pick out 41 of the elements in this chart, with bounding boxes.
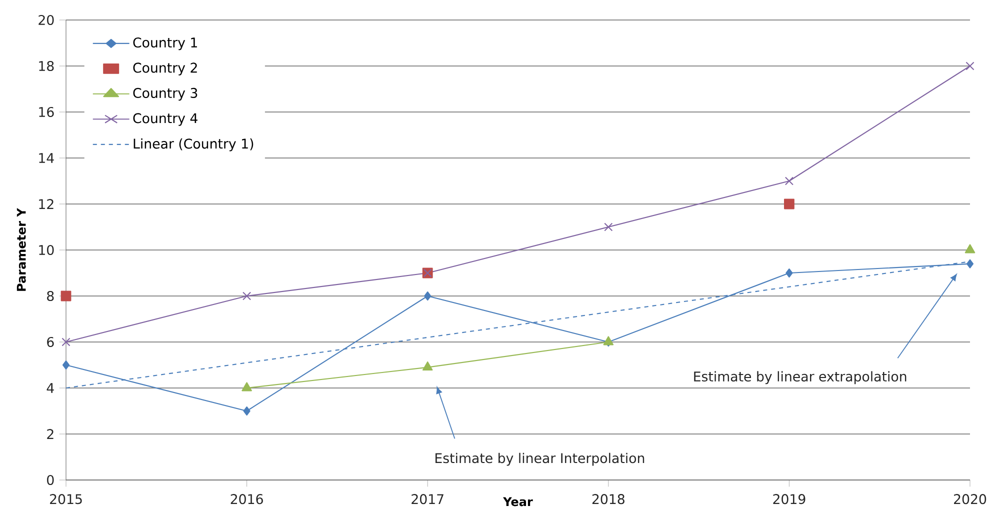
point bbox=[62, 338, 70, 346]
point bbox=[604, 222, 613, 232]
legend-label: Country 1 bbox=[133, 37, 197, 50]
legend-label: Country 2 bbox=[133, 62, 197, 76]
point bbox=[62, 360, 70, 370]
legend-label: Country 4 bbox=[133, 113, 198, 126]
y-tick-label: 4 bbox=[46, 383, 54, 393]
x-tick-label: 2015 bbox=[50, 494, 82, 504]
x-axis-title: Year bbox=[503, 497, 533, 506]
y-tick-label: 2 bbox=[47, 429, 54, 439]
legend-label: Country 3 bbox=[133, 88, 198, 101]
point bbox=[784, 198, 794, 210]
point bbox=[424, 291, 432, 301]
point bbox=[60, 290, 72, 302]
point bbox=[242, 382, 252, 392]
y-tick-label: 18 bbox=[39, 60, 54, 72]
x-tick-label: 2016 bbox=[230, 494, 263, 504]
x-tick-label: 2019 bbox=[773, 494, 806, 504]
y-tick-label: 20 bbox=[38, 14, 54, 26]
y-tick-label: 12 bbox=[39, 199, 54, 209]
point bbox=[243, 406, 250, 416]
x-tick-label: 2018 bbox=[592, 494, 624, 504]
annotation: Estimate by linear Interpolation bbox=[436, 452, 644, 466]
y-tick-label: 14 bbox=[39, 153, 54, 163]
point bbox=[964, 244, 976, 254]
y-tick-label: 0 bbox=[47, 474, 54, 486]
y-tick-label: 16 bbox=[39, 106, 54, 118]
point bbox=[784, 176, 794, 186]
y-tick-label: 6 bbox=[47, 336, 54, 348]
point bbox=[966, 62, 974, 70]
point bbox=[422, 361, 433, 370]
y-tick-label: 8 bbox=[47, 290, 54, 302]
point bbox=[966, 259, 974, 268]
x-tick-label: 2017 bbox=[412, 494, 444, 504]
legend-label: Linear (Country 1) bbox=[134, 138, 254, 152]
x-tick-label: 2020 bbox=[954, 494, 986, 504]
y-tick-label: 10 bbox=[39, 244, 54, 256]
point bbox=[786, 268, 793, 278]
point bbox=[242, 292, 252, 300]
y-axis-title: Parameter Y bbox=[16, 208, 26, 291]
annotation: Estimate by linear extrapolation bbox=[694, 371, 906, 384]
